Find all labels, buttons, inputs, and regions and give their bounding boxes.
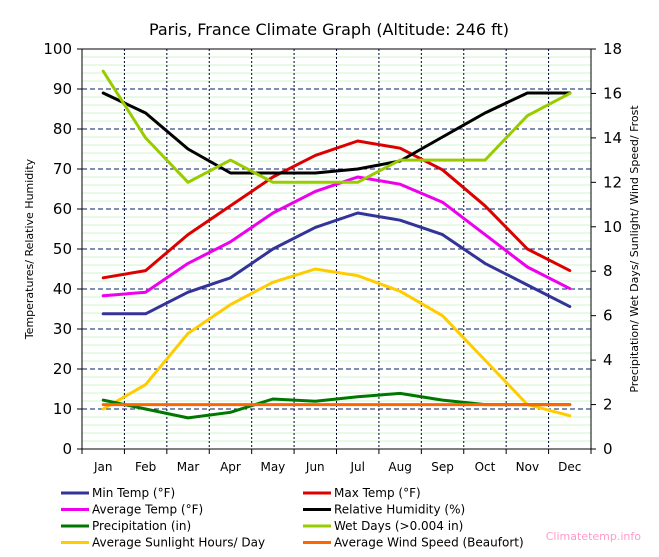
right-tick-label: 8: [603, 262, 613, 280]
x-tick-label: Jun: [305, 460, 325, 474]
left-tick-label: 90: [53, 80, 72, 98]
x-tick-label: Feb: [135, 460, 156, 474]
left-tick-label: 100: [43, 40, 72, 58]
right-tick-label: 16: [603, 84, 622, 102]
legend-label: Min Temp (°F): [92, 486, 175, 500]
right-tick-label: 2: [603, 396, 613, 414]
x-tick-label: May: [260, 460, 285, 474]
legend-label: Wet Days (>0.004 in): [334, 519, 463, 533]
right-tick-label: 14: [603, 129, 622, 147]
left-tick-label: 40: [53, 280, 72, 298]
left-tick-label: 60: [53, 200, 72, 218]
right-tick-label: 4: [603, 351, 613, 369]
x-tick-label: Sep: [431, 460, 454, 474]
series-line-relative-humidity: [101, 91, 572, 175]
left-tick-label: 20: [53, 360, 72, 378]
x-tick-label: Aug: [388, 460, 411, 474]
legend-label: Precipitation (in): [92, 519, 191, 533]
x-tick-label: Apr: [220, 460, 241, 474]
series-layer: [101, 69, 572, 420]
legend-label: Relative Humidity (%): [334, 503, 465, 517]
right-axis-label: Precipitation/ Wet Days/ Sunlight/ Wind …: [628, 105, 641, 393]
right-tick-label: 10: [603, 218, 622, 236]
right-tick-label: 12: [603, 173, 622, 191]
left-tick-label: 30: [53, 320, 72, 338]
x-tick-label: Jan: [93, 460, 113, 474]
series-line-min-temp-f: [101, 211, 572, 316]
legend-label: Max Temp (°F): [334, 486, 421, 500]
series-line-wet-days-0-004-in: [101, 69, 572, 184]
left-tick-label: 50: [53, 240, 72, 258]
left-tick-label: 70: [53, 160, 72, 178]
chart-title: Paris, France Climate Graph (Altitude: 2…: [149, 20, 509, 39]
legend: Min Temp (°F) Max Temp (°F) Average Temp (…: [61, 486, 524, 550]
right-tick-label: 0: [603, 440, 613, 458]
left-tick-label: 0: [62, 440, 72, 458]
series-line-average-sunlight-hours-day: [101, 267, 572, 418]
right-tick-label: 18: [603, 40, 622, 58]
watermark: Climatetemp.info: [546, 530, 642, 543]
x-tick-label: Mar: [177, 460, 200, 474]
legend-label: Average Sunlight Hours/ Day: [92, 536, 265, 550]
x-axis: Jan Feb Mar Apr May Jun Jul Aug Sep Oct Nov Dec: [81, 449, 592, 474]
series-line-max-temp-f: [101, 139, 572, 280]
legend-label: Average Wind Speed (Beaufort): [334, 536, 524, 550]
left-axis-label: Temperatures/ Relative Humidity: [23, 158, 36, 340]
legend-label: Average Temp (°F): [92, 503, 203, 517]
x-tick-label: Nov: [516, 460, 539, 474]
right-tick-label: 6: [603, 307, 613, 325]
left-tick-label: 10: [53, 400, 72, 418]
left-axis: 0 10 20 30 40 50 60 70 80 90 100: [43, 40, 82, 458]
x-tick-label: Jul: [349, 460, 364, 474]
x-tick-label: Oct: [475, 460, 496, 474]
x-tick-label: Dec: [558, 460, 581, 474]
right-axis: 0 2 4 6 8 10 12 14 16 18: [591, 40, 622, 458]
series-line-average-temp-f: [101, 175, 572, 298]
left-tick-label: 80: [53, 120, 72, 138]
